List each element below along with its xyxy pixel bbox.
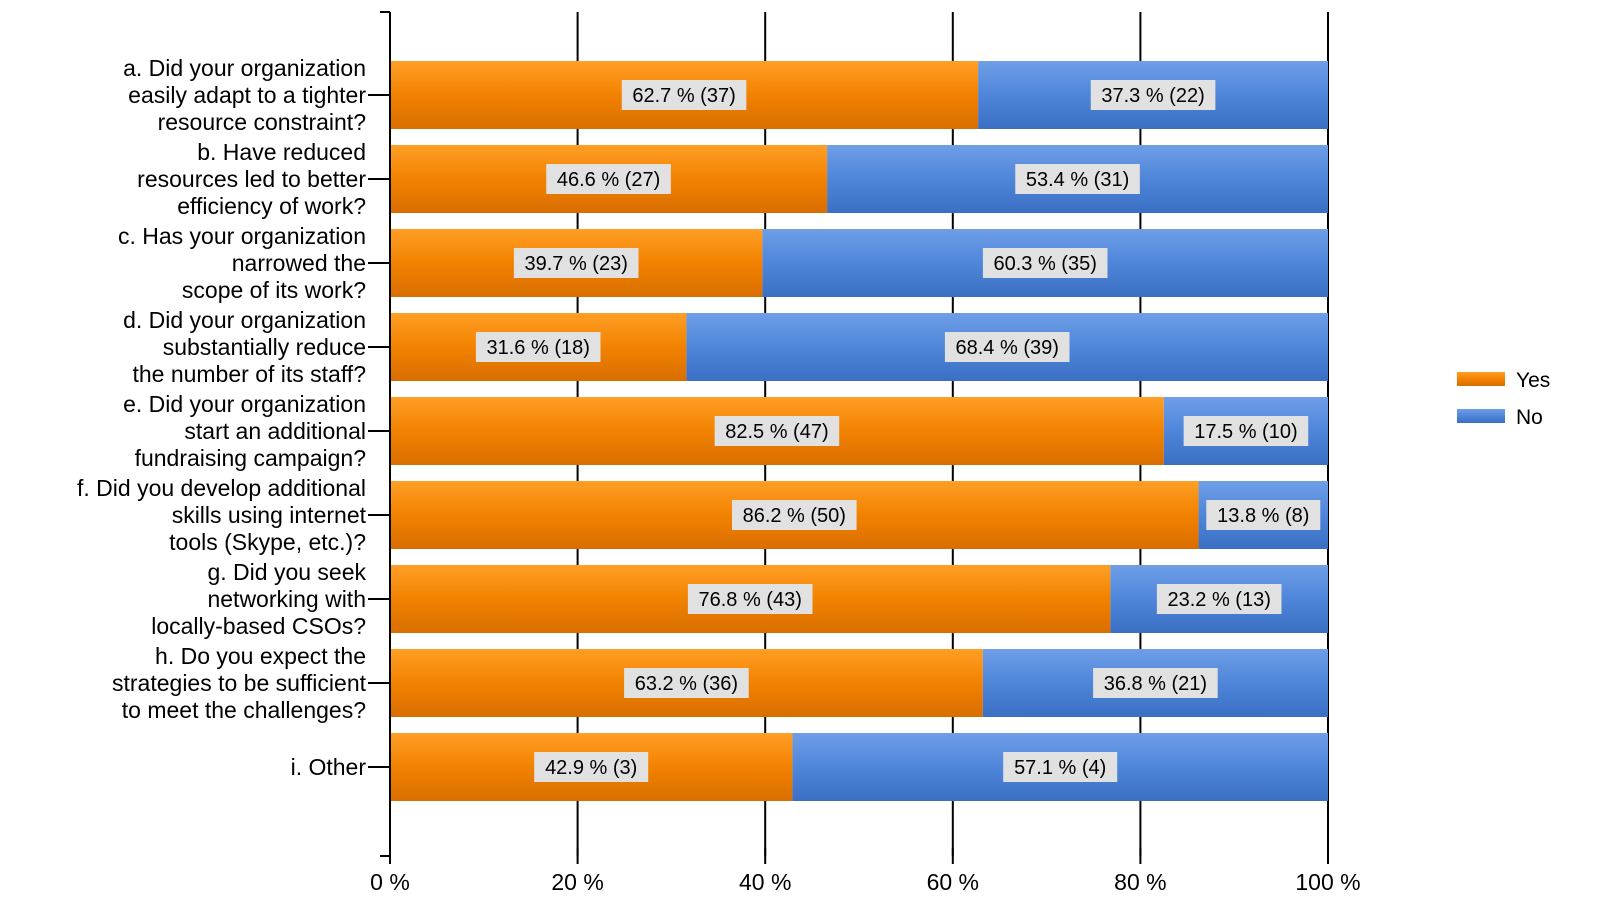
category-label: tools (Skype, etc.)? [169,529,366,555]
data-label: 39.7 % (23) [524,253,627,275]
category-label: start an additional [184,418,366,444]
data-label: 36.8 % (21) [1104,673,1207,695]
category-label: locally-based CSOs? [151,613,366,639]
data-label-box [1003,752,1118,782]
x-tick-label: 20 % [551,869,603,895]
data-label: 53.4 % (31) [1026,169,1129,191]
category-label: narrowed the [232,250,366,276]
x-tick-label: 100 % [1295,869,1360,895]
category-label: i. Other [291,754,367,780]
data-label-box [546,164,671,194]
legend-swatch-no [1457,409,1505,423]
legend-swatch-yes [1457,372,1505,386]
category-label: fundraising campaign? [135,445,366,471]
data-label: 86.2 % (50) [743,505,846,527]
category-label: d. Did your organization [123,307,366,333]
data-label-box [475,332,601,362]
category-label: c. Has your organization [118,223,366,249]
x-tick-label: 40 % [739,869,791,895]
category-label: resources led to better [137,166,366,192]
data-label-box [1015,164,1140,194]
legend-label-no: No [1516,406,1543,429]
category-label: e. Did your organization [123,391,366,417]
data-label: 82.5 % (47) [725,421,828,443]
category-label: efficiency of work? [177,193,366,219]
data-label: 62.7 % (37) [632,85,735,107]
data-label-box [1156,584,1282,614]
data-label: 42.9 % (3) [545,757,637,779]
category-label: resource constraint? [158,109,366,135]
bars: 62.7 % (37) 37.3 % (22) 46.6 % (27) 53.4 % … [390,61,1328,801]
x-tick-label: 60 % [927,869,979,895]
data-label: 63.2 % (36) [635,673,738,695]
category-label: to meet the challenges? [122,697,366,723]
data-label-box [1183,416,1309,446]
data-label: 60.3 % (35) [993,253,1096,275]
category-label: h. Do you expect the [155,643,366,669]
data-label: 23.2 % (13) [1167,589,1270,611]
data-label: 13.8 % (8) [1217,505,1309,527]
data-label-box [1090,80,1216,110]
data-label-box [714,416,840,446]
legend-label-yes: Yes [1516,369,1550,392]
legend: Yes No [1457,369,1550,429]
data-label: 57.1 % (4) [1014,757,1106,779]
data-label-box [1206,500,1321,530]
data-label-box [534,752,649,782]
category-label: skills using internet [172,502,367,528]
category-label: networking with [207,586,366,612]
data-label: 31.6 % (18) [487,337,590,359]
category-label: a. Did your organization [123,55,366,81]
data-label: 17.5 % (10) [1194,421,1297,443]
data-label-box [1093,668,1218,698]
x-tick-label: 80 % [1114,869,1166,895]
x-tick-label: 0 % [370,869,410,895]
category-label: the number of its staff? [132,361,366,387]
data-label: 46.6 % (27) [557,169,660,191]
category-label: substantially reduce [163,334,366,360]
data-label-box [731,500,857,530]
category-label: easily adapt to a tighter [128,82,366,108]
category-label: scope of its work? [182,277,366,303]
data-label-box [982,248,1108,278]
data-label-box [624,668,749,698]
data-label: 37.3 % (22) [1101,85,1204,107]
category-label: f. Did you develop additional [77,475,366,501]
data-label: 76.8 % (43) [698,589,801,611]
data-label-box [687,584,813,614]
data-label-box [513,248,639,278]
data-label-box [621,80,747,110]
data-label-box [944,332,1070,362]
category-label: g. Did you seek [207,559,366,585]
category-label: strategies to be sufficient [112,670,367,696]
data-label: 68.4 % (39) [956,337,1059,359]
category-label: b. Have reduced [197,139,366,165]
